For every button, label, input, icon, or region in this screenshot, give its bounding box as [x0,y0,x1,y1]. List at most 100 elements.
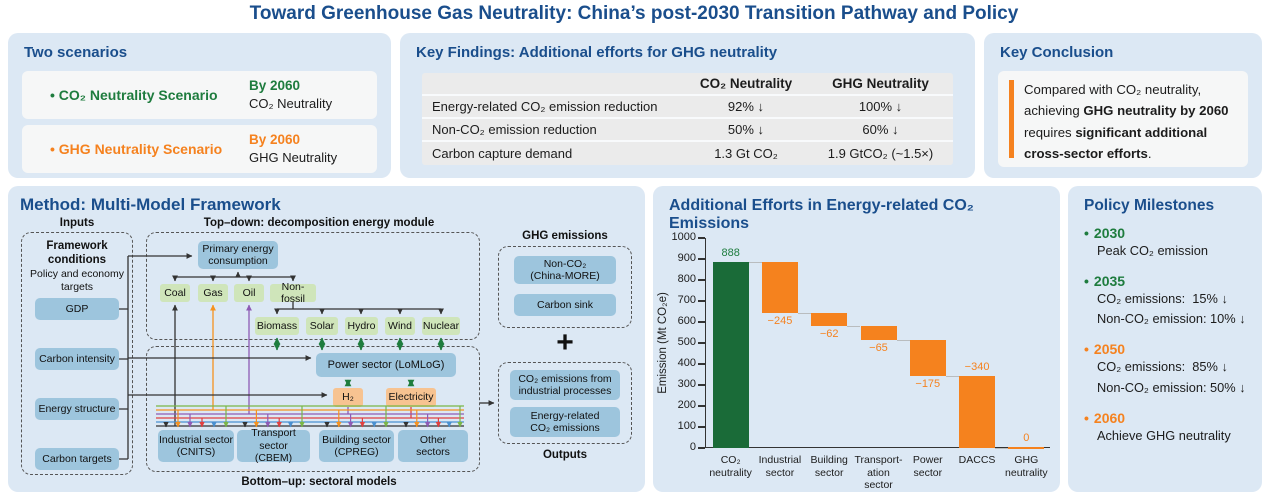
key-findings-panel: Key Findings: Additional efforts for GHG… [400,33,975,178]
y-tick-label: 800 [677,273,696,285]
row-ghg-value: 60% ↓ [862,122,899,137]
bar-value-label: −340 [964,361,990,374]
input-box-carbon-targets: Carbon targets [35,448,119,470]
policy-milestones-panel: Policy Milestones • 2030 Peak CO₂ emissio… [1068,186,1262,492]
waterfall-bar [909,339,946,377]
milestone-line: CO₂ emissions: 85% ↓ [1097,359,1228,375]
chart-title: Additional Efforts in Energy-related CO₂… [669,197,974,232]
waterfall-connector [995,447,1009,449]
bar-value-label: 0 [1023,431,1030,444]
milestone-item: • 2030 Peak CO₂ emission [1068,225,1262,273]
hydrogen-box: H₂ [333,388,363,407]
bar-value-label: −245 [767,314,793,327]
framework-conditions-title: Framework conditions [46,240,108,266]
accent-bar [1009,80,1014,158]
sector-box-industrial: Industrial sector (CNITS) [158,430,234,462]
bullet-icon: • [1084,341,1089,358]
x-tick-label: CO₂ neutrality [709,454,752,479]
y-axis-tick [698,363,705,365]
x-tick-label: Building sector [810,454,848,479]
bar-value-label: −62 [819,327,839,340]
two-scenarios-heading: Two scenarios [24,44,128,61]
row-co2-value: 92% ↓ [727,99,765,114]
electricity-box: Electricity [386,388,436,407]
x-tick-label: Industrial sector [758,454,802,479]
bottomup-group-box [146,346,480,472]
x-tick-label: GHG neutrality [1005,454,1048,479]
fuel-box-oil: Oil [234,284,264,302]
table-row: Carbon capture demand 1.3 Gt CO₂ 1.9 GtC… [422,142,953,165]
key-conclusion-panel: Key Conclusion Compared with CO₂ neutral… [984,33,1262,178]
y-axis-tick [698,279,705,281]
table-header-row: CO₂ Neutrality GHG Neutrality [422,73,953,96]
milestone-item: • 2035 CO₂ emissions: 15% ↓ Non-CO₂ emiss… [1068,273,1262,341]
scenario-card-ghg: • GHG Neutrality Scenario By 2060 GHG Ne… [22,125,377,173]
waterfall-chart-panel: Additional Efforts in Energy-related CO₂… [653,186,1060,492]
y-axis-tick [698,447,705,449]
header-cell-co2: CO₂ Neutrality [699,76,793,91]
waterfall-connector [945,376,960,378]
row-label: Energy-related CO₂ emission reduction [432,99,658,114]
y-tick-label: 500 [677,336,696,348]
waterfall-bar [761,261,798,313]
bullet-icon: • [1084,409,1089,426]
milestone-line: Non-CO₂ emission: 10% ↓ [1097,311,1246,327]
input-box-energy-structure: Energy structure [35,398,119,420]
y-axis-tick [698,237,705,239]
waterfall-bar [712,261,749,448]
scenario-by-year: By 2060 [249,132,301,148]
key-findings-table: CO₂ Neutrality GHG Neutrality Energy-rel… [422,73,953,165]
x-tick-label: DACCS [958,454,996,466]
y-tick-label: 600 [677,315,696,327]
milestone-year: • 2060 [1084,409,1126,426]
scenario-label: GHG Neutrality [249,150,338,166]
policy-milestones-heading: Policy Milestones [1084,197,1215,214]
row-co2-value: 50% ↓ [727,122,765,137]
key-findings-heading: Key Findings: Additional efforts for GHG… [416,44,778,61]
chart-plot-area: 0 100 200 300 400 500 600 700 800 900 1000 888 CO₂ n… [672,231,1050,491]
y-axis-tick [698,258,705,260]
fuel-box-coal: Coal [160,284,190,302]
waterfall-connector [748,261,762,263]
y-tick-label: 100 [677,420,696,432]
scenario-by-year: By 2060 [249,78,301,94]
primary-energy-box: Primary energy consumption [198,241,278,269]
ghg-emissions-label: GHG emissions [522,230,608,242]
y-tick-label: 1000 [671,231,696,243]
milestone-line: Non-CO₂ emission: 50% ↓ [1097,379,1246,395]
x-tick-label: Power sector [912,454,943,479]
input-box-gdp: GDP [35,298,119,320]
sector-box-other: Other sectors [398,430,468,462]
outputs-group-box [498,362,632,444]
scenario-name: • CO₂ Neutrality Scenario [50,87,218,103]
y-axis-tick [698,300,705,302]
waterfall-connector [896,339,910,341]
renewable-box-nuclear: Nuclear [422,317,460,335]
x-tick-label: Transport- ation sector [854,454,903,492]
topdown-label: Top–down: decomposition energy module [203,217,435,229]
y-axis-tick [698,384,705,386]
renewable-box-solar: Solar [306,317,338,335]
method-panel: Method: Multi-Model Framework Inputs Fra… [8,186,645,492]
two-scenarios-panel: Two scenarios • CO₂ Neutrality Scenario … [8,33,391,178]
y-axis-tick [698,342,705,344]
scenario-detail: By 2060 GHG Neutrality [249,131,377,167]
renewable-box-biomass: Biomass [255,317,299,335]
bar-value-label: 888 [721,246,740,259]
bullet-icon: • [50,87,55,103]
milestone-year: • 2035 [1084,272,1126,289]
bullet-icon: • [1084,272,1089,289]
y-axis-tick [698,405,705,407]
renewable-box-hydro: Hydro [345,317,378,335]
table-row: Energy-related CO₂ emission reduction 92… [422,96,953,119]
bar-value-label: −65 [869,341,888,354]
bullet-icon: • [1084,225,1089,241]
bar-value-label: −175 [915,378,941,391]
waterfall-bar [959,376,996,448]
page-title: Toward Greenhouse Gas Neutrality: China’… [249,3,1019,24]
milestone-item: • 2050 CO₂ emissions: 85% ↓ Non-CO₂ emiss… [1068,341,1262,409]
waterfall-connector [797,312,812,314]
bottomup-label: Bottom–up: sectoral models [241,476,397,488]
milestone-line: Peak CO₂ emission [1097,243,1208,258]
plus-icon: + [556,326,574,359]
